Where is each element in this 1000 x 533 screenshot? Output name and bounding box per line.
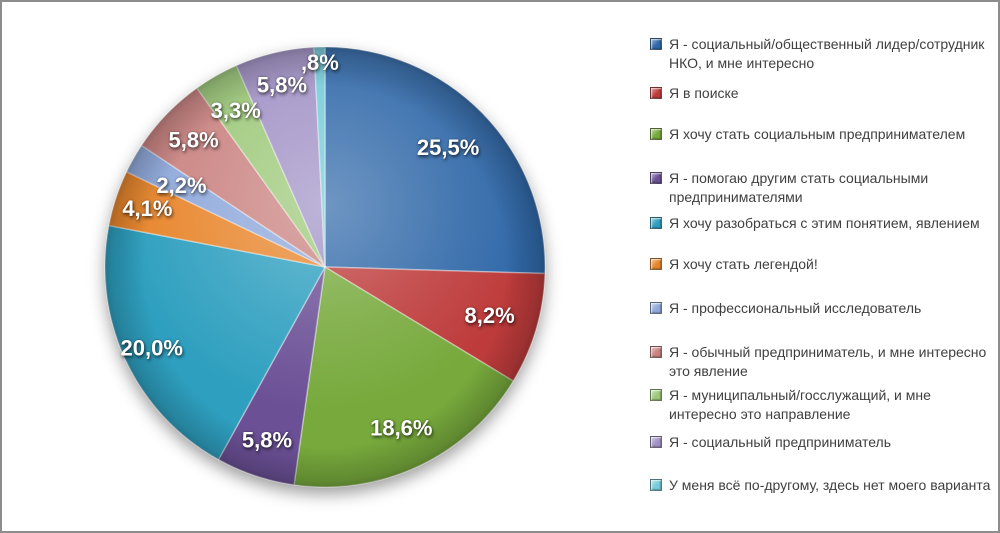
legend-color-swatch [650, 38, 662, 50]
legend-item: У меня всё по-другому, здесь нет моего в… [650, 476, 992, 495]
legend-item: Я - социальный/общественный лидер/сотруд… [650, 35, 992, 73]
legend-label: Я - социальный/общественный лидер/сотруд… [669, 36, 985, 71]
pie-slices-group [104, 46, 546, 488]
legend-label: Я - помогаю другим стать социальными пре… [669, 170, 929, 205]
slice-label: 5,8% [242, 428, 292, 453]
legend-color-swatch [650, 217, 662, 229]
legend-color-swatch [650, 479, 662, 491]
legend-label: Я - профессиональный исследователь [669, 300, 922, 316]
legend-color-swatch [650, 87, 662, 99]
slice-label: 8,2% [465, 303, 515, 328]
legend-label: Я - муниципальный/госслужащий, и мне инт… [669, 387, 931, 422]
slice-label: ,8% [301, 50, 339, 75]
legend-label: Я хочу стать легендой! [669, 256, 818, 272]
legend-label: Я хочу разобраться с этим понятием, явле… [669, 215, 980, 231]
legend-label: Я - обычный предприниматель, и мне интер… [669, 344, 987, 379]
legend-item: Я - помогаю другим стать социальными пре… [650, 169, 992, 207]
legend-color-swatch [650, 128, 662, 140]
slice-label: 4,1% [122, 196, 172, 221]
slice-label: 20,0% [121, 336, 183, 361]
pie-slice [324, 46, 546, 275]
legend-color-swatch [650, 302, 662, 314]
legend-item: Я хочу разобраться с этим понятием, явле… [650, 214, 992, 233]
slice-label: 3,3% [211, 98, 261, 123]
slice-label: 2,2% [156, 173, 206, 198]
legend-item: Я - профессиональный исследователь [650, 299, 992, 318]
slice-label: 25,5% [417, 135, 479, 160]
legend-item: Я - муниципальный/госслужащий, и мне инт… [650, 386, 992, 424]
legend-color-swatch [650, 436, 662, 448]
legend-color-swatch [650, 258, 662, 270]
legend-item: Я - обычный предприниматель, и мне интер… [650, 343, 992, 381]
pie-chart: 25,5% 8,2% 18,6% 5,8% 20,0% 4,1% 2,2% 5,8% 3,3% 5… [90, 32, 564, 506]
pie-labels-group: 25,5%8,2%18,6%5,8%20,0%4,1%2,2%5,8%3,3%5… [121, 50, 515, 453]
legend-color-swatch [650, 346, 662, 358]
legend-color-swatch [650, 172, 662, 184]
legend-label: Я - социальный предприниматель [669, 434, 891, 450]
slice-label: 5,8% [169, 128, 219, 153]
legend-item: Я хочу стать легендой! [650, 255, 992, 274]
slice-label: 18,6% [370, 416, 432, 441]
legend-label: Я хочу стать социальным предпринимателем [669, 126, 966, 142]
legend-item: Я в поиске [650, 84, 992, 103]
legend-label: У меня всё по-другому, здесь нет моего в… [669, 477, 991, 493]
legend-label: Я в поиске [669, 85, 739, 101]
slice-label: 5,8% [257, 73, 307, 98]
legend-color-swatch [650, 389, 662, 401]
legend: Я - социальный/общественный лидер/сотруд… [650, 2, 992, 531]
pie-chart-svg: 25,5%8,2%18,6%5,8%20,0%4,1%2,2%5,8%3,3%5… [104, 46, 546, 488]
legend-item: Я - социальный предприниматель [650, 433, 992, 452]
legend-item: Я хочу стать социальным предпринимателем [650, 125, 992, 144]
